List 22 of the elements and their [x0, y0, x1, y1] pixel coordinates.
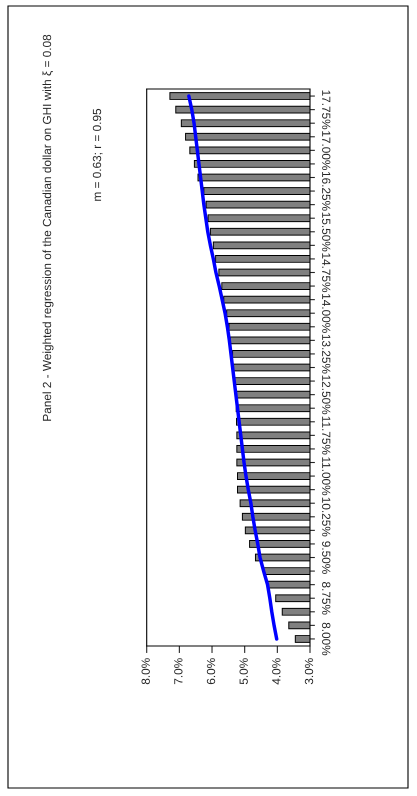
y-tick-label: 17.75%: [322, 90, 330, 130]
text: Panel 2 - Weighted regression of the Canadian dollar on GHI with ξ = 0.08: [42, 34, 54, 421]
x-tick-label: 5.0%: [239, 658, 248, 684]
y-tick-label: 8.75%: [322, 582, 330, 615]
y-tick-label: 8.00%: [322, 622, 330, 656]
y-tick-label: 11.00%: [322, 457, 330, 496]
y-tick-label: 12.50%: [322, 376, 330, 414]
x-tick-label: 8.0%: [142, 658, 150, 684]
y-tick-label: 9.50%: [322, 541, 330, 574]
x-tick-label: 6.0%: [206, 658, 216, 684]
y-tick-label: 14.75%: [322, 253, 330, 292]
y-tick-label: 10.25%: [322, 498, 330, 536]
y-tick-label: 15.50%: [322, 212, 330, 252]
y-tick-label: 16.25%: [322, 172, 330, 211]
y-tick-label: 17.00%: [322, 131, 330, 170]
y-tick-label: 13.25%: [322, 334, 330, 374]
x-tick-label: 7.0%: [174, 658, 183, 684]
x-tick-label: 3.0%: [304, 658, 314, 684]
x-tick-label: 4.0%: [272, 658, 281, 684]
y-tick-label: 11.75%: [322, 416, 330, 455]
y-tick-label: 14.00%: [322, 294, 330, 333]
text: m = 0.63; r = 0.95: [92, 108, 103, 201]
